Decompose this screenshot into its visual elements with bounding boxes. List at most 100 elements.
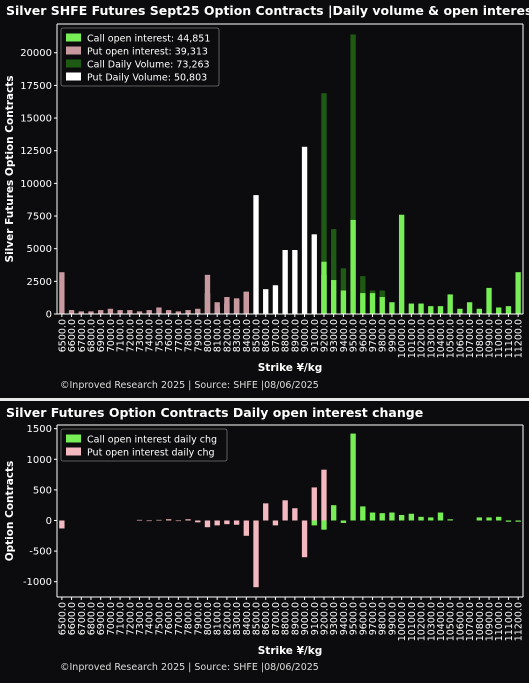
x-tick-label: 8700.0 — [271, 319, 282, 352]
x-tick-label: 10100.0 — [407, 602, 418, 641]
bar-put-oi — [78, 311, 84, 314]
bar-put-oi — [68, 310, 75, 314]
bar-put-oi-change — [311, 487, 317, 521]
chart-title: Silver Futures Option Contracts Daily op… — [6, 405, 424, 420]
x-tick-label: 6700.0 — [77, 319, 88, 352]
y-axis-label: Silver Futures Option Contracts — [4, 76, 16, 263]
x-tick-label: 11100.0 — [504, 602, 515, 641]
legend-box — [60, 428, 228, 462]
x-tick-label: 8400.0 — [242, 319, 253, 352]
bar-put-volume — [292, 249, 298, 314]
legend-label: Call open interest: 44,851 — [87, 34, 210, 45]
bar-call-oi — [331, 280, 337, 314]
bar-call-oi — [398, 214, 405, 314]
bar-call-oi — [360, 293, 366, 314]
x-tick-label: 6600.0 — [67, 319, 78, 352]
x-tick-label: 9800.0 — [378, 319, 389, 352]
x-tick-label: 10500.0 — [446, 319, 457, 358]
volume-oi-panel: Silver SHFE Futures Sept25 Option Contra… — [4, 3, 529, 391]
x-tick-label: 11100.0 — [504, 319, 515, 358]
bar-put-oi — [127, 310, 133, 314]
x-tick-label: 8500.0 — [252, 602, 263, 635]
x-tick-label: 10400.0 — [436, 319, 447, 358]
y-tick-label: 0 — [46, 310, 52, 321]
x-tick-label: 9000.0 — [300, 319, 311, 352]
volume-oi-chart: 0 2500 5000 7500 10000 12500 15000 17500 20000 65… — [4, 23, 525, 374]
x-tick-label: 6900.0 — [96, 602, 107, 635]
bar-put-oi — [175, 311, 182, 314]
x-tick-label: 9900.0 — [387, 319, 398, 352]
bar-put-oi-change — [292, 508, 298, 521]
x-tick-label: 8500.0 — [252, 319, 263, 352]
bar-call-oi-change — [408, 513, 415, 521]
x-tick-label: 11000.0 — [494, 602, 505, 641]
x-tick-label: 8600.0 — [261, 602, 272, 635]
legend-label: Call open interest daily chg — [87, 435, 217, 446]
bar-put-oi — [165, 310, 172, 314]
x-tick-label: 7000.0 — [106, 602, 117, 635]
bar-put-volume — [263, 289, 269, 314]
bar-call-oi — [515, 272, 521, 314]
bar-call-oi — [428, 306, 434, 314]
bar-put-oi — [59, 272, 65, 314]
bar-call-oi — [496, 307, 502, 314]
legend-label: Put Daily Volume: 50,803 — [87, 73, 207, 84]
x-tick-label: 8800.0 — [281, 319, 292, 352]
x-tick-label: 10600.0 — [455, 319, 466, 358]
x-tick-label: 9900.0 — [387, 602, 398, 635]
bar-put-volume — [253, 195, 259, 314]
x-tick-label: 7300.0 — [135, 602, 146, 635]
x-tick-label: 10400.0 — [436, 602, 447, 641]
x-tick-label: 7000.0 — [106, 319, 117, 352]
y-tick-label: 500 — [33, 485, 52, 496]
y-tick-label: -500 — [29, 547, 52, 558]
y-tick-label: 1500 — [27, 424, 52, 435]
bar-put-oi — [224, 297, 230, 314]
bar-call-oi — [389, 302, 395, 314]
bar-put-oi-change — [156, 519, 162, 521]
bar-put-oi-change — [146, 520, 152, 522]
x-tick-label: 9600.0 — [358, 319, 369, 352]
bar-call-oi-change — [360, 506, 366, 521]
legend-swatch — [66, 46, 81, 55]
x-tick-label: 9100.0 — [310, 319, 321, 352]
x-tick-label: 6900.0 — [96, 319, 107, 352]
x-tick-label: 9300.0 — [329, 319, 340, 352]
bar-call-oi — [466, 302, 473, 314]
bar-put-oi — [117, 310, 123, 314]
chart-footer: ©Inproved Research 2025 | Source: SHFE |… — [60, 380, 319, 391]
oi-change-chart: -1000-5000500100015006500.06600.06700.06… — [4, 424, 525, 657]
x-tick-label: 7500.0 — [154, 602, 165, 635]
bar-put-oi-change — [243, 520, 249, 536]
bar-call-oi-change — [389, 512, 395, 521]
x-tick-label: 8800.0 — [281, 602, 292, 635]
x-tick-label: 7400.0 — [145, 319, 156, 352]
bar-call-volume — [331, 229, 337, 314]
bar-call-oi-change — [369, 512, 376, 521]
bar-call-oi — [476, 308, 482, 314]
bar-put-oi-change — [195, 520, 201, 523]
panel-divider — [0, 398, 529, 401]
bar-put-oi-change — [301, 520, 308, 558]
x-axis-label: Strike ¥/kg — [258, 645, 322, 657]
bar-call-oi — [408, 303, 415, 314]
x-tick-label: 6800.0 — [86, 602, 97, 635]
x-tick-label: 11000.0 — [494, 319, 505, 358]
bar-call-oi — [369, 293, 376, 314]
bar-call-oi-change — [331, 505, 337, 521]
x-tick-label: 7900.0 — [193, 602, 204, 635]
x-tick-label: 7500.0 — [154, 319, 165, 352]
y-axis-label: Option Contracts — [4, 461, 16, 562]
x-tick-label: 9300.0 — [329, 602, 340, 635]
bar-put-oi-change — [185, 519, 191, 521]
legend-label: Put open interest daily chg — [87, 448, 215, 459]
bar-put-volume — [301, 146, 308, 314]
bar-call-volume — [350, 34, 356, 315]
bar-put-oi — [88, 311, 94, 314]
bar-call-oi-change — [505, 520, 512, 522]
x-tick-label: 8300.0 — [232, 319, 243, 352]
bar-put-oi-change — [263, 503, 269, 521]
x-tick-label: 10500.0 — [446, 602, 457, 641]
x-tick-label: 7100.0 — [116, 602, 127, 635]
x-tick-label: 10300.0 — [426, 602, 437, 641]
